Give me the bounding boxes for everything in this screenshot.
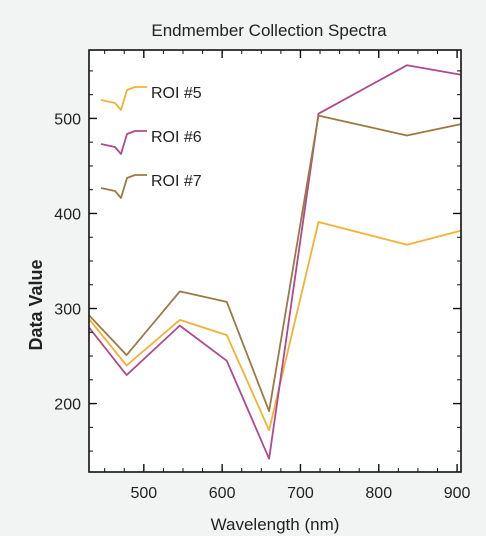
chart-title: Endmember Collection Spectra (151, 21, 387, 40)
x-tick-label: 500 (130, 485, 157, 502)
x-tick-label: 900 (444, 485, 471, 502)
legend-item-3: ROI #7 (100, 173, 202, 199)
x-tick-label: 800 (365, 485, 392, 502)
x-tick-label: 700 (287, 485, 314, 502)
y-axis-label: Data Value (26, 259, 46, 350)
x-tick-label: 600 (209, 485, 236, 502)
y-tick-label: 400 (54, 206, 81, 223)
series-line-2 (88, 64, 462, 460)
legend-swatch (100, 174, 147, 199)
series-line-3 (88, 114, 462, 413)
legend-label: ROI #5 (151, 85, 202, 102)
plot-area: 500 600 700 800 900 200 300 400 500 (54, 49, 471, 502)
series-line-1 (88, 221, 462, 432)
legend-swatch (100, 86, 147, 111)
y-tick-label: 500 (54, 111, 81, 128)
legend: ROI #5 ROI #6 ROI #7 (100, 85, 202, 199)
y-tick-label: 200 (54, 397, 81, 414)
legend-item-2: ROI #6 (100, 129, 202, 155)
legend-swatch (100, 130, 147, 155)
legend-label: ROI #6 (151, 129, 202, 146)
legend-item-1: ROI #5 (100, 85, 202, 111)
legend-label: ROI #7 (151, 173, 202, 190)
x-axis-label: Wavelength (nm) (211, 515, 340, 534)
y-tick-label: 300 (54, 302, 81, 319)
